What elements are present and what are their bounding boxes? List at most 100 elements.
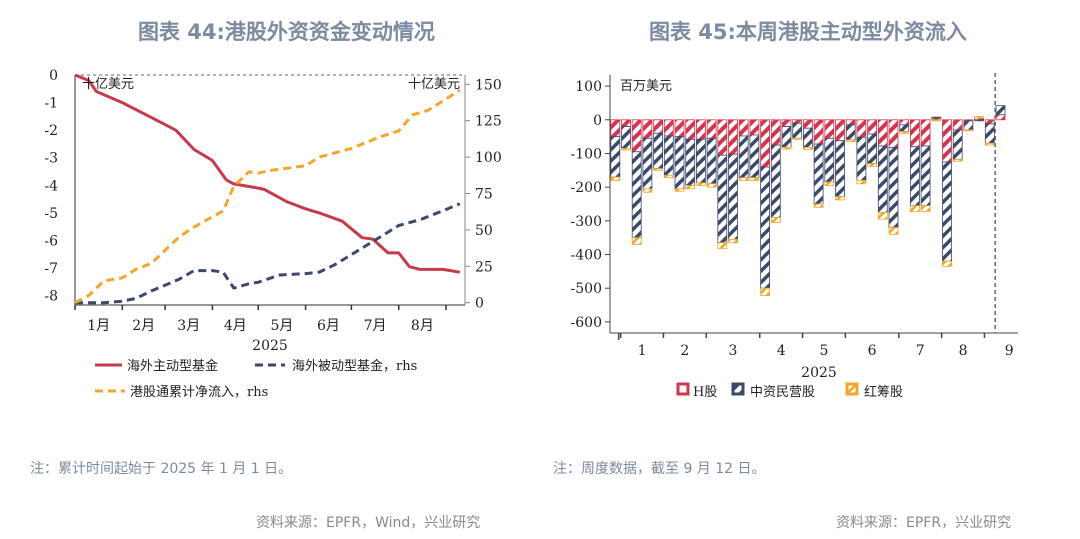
bar-segment-red-chip (867, 163, 877, 167)
bar-segment-private-chinese (674, 136, 685, 190)
right-note: 注：周度数据，截至 9 月 12 日。 (553, 461, 766, 477)
bar-segment-red-chip (717, 242, 728, 249)
legend-label: 红筹股 (864, 384, 903, 400)
bar-segment-private-chinese (653, 132, 663, 170)
legend-item-active: 海外主动型基金 (95, 358, 218, 374)
legend-item-passive: 海外被动型基金，rhs (255, 358, 417, 374)
bar-segment-red-chip (856, 180, 867, 185)
right-y-tick-label: 75 (475, 186, 493, 202)
legend-label: 海外主动型基金 (127, 358, 218, 374)
bar-segment-private-chinese (963, 120, 974, 131)
right-y-tick-label: 50 (475, 223, 493, 239)
bar-segment-h-share (845, 119, 856, 126)
bar-segment-h-share (685, 119, 696, 140)
bar-segment-h-share (749, 119, 760, 136)
bar-segment-private-chinese (856, 136, 867, 181)
bar-segment-private-chinese (942, 161, 952, 262)
bar-segment-h-share (942, 119, 952, 163)
left-y-tick-label: -7 (44, 261, 58, 277)
left-y-tick-label: -5 (44, 206, 58, 222)
legend-item-red-chip: 红筹股 (845, 382, 903, 400)
bar-segment-private-chinese (824, 137, 835, 183)
x-tick-label: 7月 (364, 318, 387, 334)
bar-segment-red-chip (888, 227, 899, 235)
bar-segment-private-chinese (728, 153, 738, 240)
bar-segment-h-share (803, 119, 813, 129)
bar-segment-private-chinese (803, 127, 813, 148)
left-y-tick-label: 0 (49, 68, 58, 84)
bar-segment-red-chip (728, 238, 738, 244)
bar-segment-h-share (920, 119, 931, 147)
bar-segment-private-chinese (631, 151, 642, 239)
bar-segment-red-chip (674, 188, 685, 192)
bar-segment-h-share (856, 119, 867, 138)
bar-segment-private-chinese (663, 135, 674, 176)
bar-segment-red-chip (706, 183, 717, 188)
right-y-tick-label: 125 (475, 114, 502, 130)
left-y-tick-label: -8 (44, 289, 58, 305)
bar-segment-private-chinese (696, 138, 706, 184)
bar-segment-private-chinese (813, 143, 824, 205)
bar-segment-h-share (674, 119, 685, 138)
bar-segment-private-chinese (952, 129, 963, 160)
bar-segment-red-chip (781, 147, 792, 150)
bar-segment-private-chinese (888, 147, 899, 228)
y-tick-label: 100 (575, 79, 602, 95)
legend-item-private-chinese: 中资民营股 (731, 382, 815, 400)
y-tick-label: -200 (571, 180, 602, 196)
right-chart-title: 图表 45:本周港股主动型外资流入 (649, 20, 967, 44)
bar-segment-private-chinese (760, 166, 770, 289)
bar-segment-h-share (781, 119, 792, 127)
bar-segment-red-chip (738, 177, 749, 181)
series-line-1 (75, 202, 461, 305)
bar-segment-h-share (792, 119, 803, 124)
bar-segment-private-chinese (920, 145, 931, 207)
x-tick-label: 8 (959, 343, 968, 359)
legend-label: 海外被动型基金，rhs (292, 358, 417, 374)
bar-segment-private-chinese (642, 137, 653, 190)
series-line-2 (74, 88, 461, 305)
right-source: 资料来源：EPFR，兴业研究 (836, 515, 1012, 531)
bar-segment-red-chip (984, 142, 995, 146)
legend-item-h-share: H股 (676, 382, 717, 400)
bar-segment-private-chinese (899, 124, 910, 132)
y-tick-label: -500 (571, 281, 602, 297)
bar-segment-private-chinese (845, 124, 856, 141)
legend-label: 港股通累计净流入，rhs (130, 385, 268, 400)
x-tick-label: 5 (819, 343, 828, 359)
bar-unit-label: 百万美元 (620, 79, 672, 94)
bar-segment-red-chip (920, 205, 931, 212)
bar-segment-h-share (995, 114, 1006, 121)
bar-segment-private-chinese (974, 119, 984, 122)
bar-segment-h-share (696, 119, 706, 140)
bar-segment-red-chip (621, 148, 631, 151)
x-tick-label: 6月 (317, 318, 340, 334)
bar-segment-private-chinese (995, 105, 1006, 116)
bar-segment-red-chip (963, 129, 974, 132)
left-y-tick-label: -4 (44, 178, 58, 194)
x-tick-label: 3月 (177, 318, 200, 334)
bar-segment-h-share (631, 119, 642, 153)
bar-segment-h-share (952, 119, 963, 131)
right-y-tick-label: 100 (475, 150, 502, 166)
bar-segment-h-share (867, 119, 877, 135)
bar-segment-h-share (984, 119, 995, 125)
bar-segment-h-share (663, 119, 674, 137)
bar-segment-red-chip (653, 168, 663, 171)
series-line-0 (74, 73, 461, 274)
legend-label: H股 (693, 385, 717, 400)
right-y-tick-label: 150 (475, 77, 502, 93)
bar-segment-h-share (877, 119, 888, 147)
bar-segment-h-share (717, 119, 728, 156)
bar-segment-red-chip (931, 119, 942, 122)
bar-segment-h-share (899, 119, 910, 126)
bar-segment-red-chip (824, 181, 835, 186)
bar-segment-h-share (770, 119, 781, 146)
bar-segment-red-chip (610, 176, 621, 181)
bar-segment-private-chinese (749, 134, 760, 179)
left-source: 资料来源：EPFR，Wind，兴业研究 (256, 515, 481, 531)
bar-segment-private-chinese (738, 135, 749, 179)
bar-segment-red-chip (877, 212, 888, 220)
bar-segment-red-chip (642, 188, 653, 193)
bar-segment-private-chinese (835, 140, 845, 197)
